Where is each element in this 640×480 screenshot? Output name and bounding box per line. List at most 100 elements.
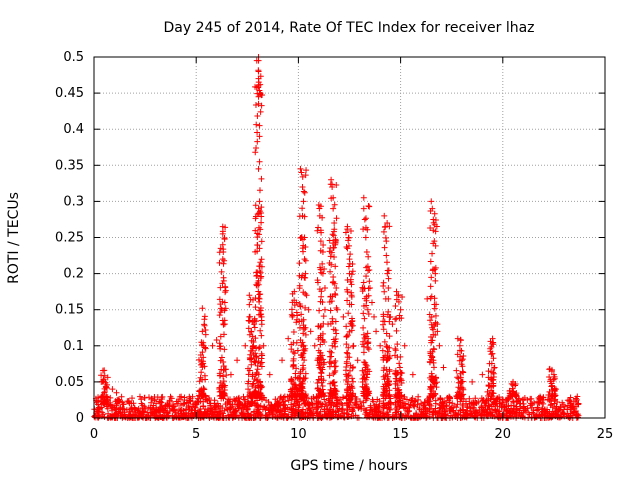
data-point xyxy=(222,401,229,408)
data-point xyxy=(317,354,324,361)
data-point xyxy=(332,343,339,350)
data-point xyxy=(145,404,152,411)
data-point xyxy=(385,275,392,282)
data-point xyxy=(353,401,360,408)
data-point xyxy=(112,411,119,418)
x-tick-label: 20 xyxy=(495,427,512,442)
data-point xyxy=(389,321,396,328)
data-point xyxy=(109,404,116,411)
data-point xyxy=(315,362,322,369)
data-point xyxy=(430,216,437,223)
data-point xyxy=(331,220,338,227)
data-point xyxy=(222,287,229,294)
data-point xyxy=(218,354,225,361)
data-point xyxy=(255,402,262,409)
data-point xyxy=(176,406,183,413)
data-point xyxy=(353,396,360,403)
data-point xyxy=(363,414,370,421)
data-point xyxy=(360,324,367,331)
data-point xyxy=(386,399,393,406)
y-tick-label: 0.15 xyxy=(55,303,84,318)
data-point xyxy=(397,375,404,382)
data-point xyxy=(534,398,541,405)
data-point xyxy=(254,211,261,218)
data-point xyxy=(252,101,259,108)
y-tick-label: 0.2 xyxy=(63,267,84,282)
data-point xyxy=(304,400,311,407)
data-point xyxy=(247,356,254,363)
data-point xyxy=(199,328,206,335)
data-point xyxy=(301,234,308,241)
data-point xyxy=(431,346,438,353)
data-point xyxy=(530,406,537,413)
data-point xyxy=(311,395,318,402)
data-point xyxy=(547,402,554,409)
data-point xyxy=(319,248,326,255)
data-point xyxy=(220,373,227,380)
data-point xyxy=(327,307,334,314)
data-point xyxy=(434,328,441,335)
data-point xyxy=(527,402,534,409)
data-point xyxy=(220,367,227,374)
data-point xyxy=(220,378,227,385)
data-point xyxy=(256,263,263,270)
data-point xyxy=(326,410,333,417)
data-point xyxy=(399,293,406,300)
data-point xyxy=(458,357,465,364)
data-point xyxy=(383,330,390,337)
data-point xyxy=(254,113,261,120)
data-point xyxy=(291,400,298,407)
data-point xyxy=(199,349,206,356)
data-point xyxy=(289,313,296,320)
data-point xyxy=(373,328,380,335)
data-point xyxy=(330,244,337,251)
data-point xyxy=(256,133,263,140)
data-point xyxy=(414,401,421,408)
data-point xyxy=(98,404,105,411)
data-point xyxy=(326,237,333,244)
data-point xyxy=(257,327,264,334)
data-point xyxy=(200,354,207,361)
data-point xyxy=(326,298,333,305)
y-axis-ticks: 0 0.05 0.1 0.15 0.2 0.25 0.3 0.35 0.4 0.45 0.5 xyxy=(55,50,605,426)
data-point xyxy=(471,401,478,408)
data-point xyxy=(326,348,333,355)
data-point xyxy=(395,292,402,299)
data-point xyxy=(256,187,263,194)
data-point xyxy=(350,404,357,411)
data-point xyxy=(534,404,541,411)
data-point xyxy=(207,405,214,412)
data-point xyxy=(246,313,253,320)
data-point xyxy=(317,227,324,234)
data-point xyxy=(479,371,486,378)
data-point xyxy=(319,299,326,306)
data-point xyxy=(256,295,263,302)
data-point xyxy=(392,302,399,309)
data-point xyxy=(297,303,304,310)
data-point xyxy=(168,395,175,402)
data-point xyxy=(344,381,351,388)
data-point xyxy=(459,363,466,370)
data-point xyxy=(261,404,268,411)
data-point xyxy=(102,379,109,386)
data-point xyxy=(429,205,436,212)
data-point xyxy=(384,379,391,386)
data-point xyxy=(253,145,260,152)
data-point xyxy=(256,87,263,94)
data-point xyxy=(236,398,243,405)
data-point xyxy=(282,410,289,417)
data-point xyxy=(454,351,461,358)
data-point xyxy=(315,376,322,383)
data-point xyxy=(299,245,306,252)
data-point xyxy=(382,388,389,395)
data-point xyxy=(520,396,527,403)
data-point xyxy=(333,181,340,188)
data-point xyxy=(213,337,220,344)
data-point xyxy=(369,396,376,403)
data-point xyxy=(328,176,335,183)
data-point xyxy=(216,312,223,319)
data-point xyxy=(509,408,516,415)
data-point xyxy=(217,357,224,364)
data-point xyxy=(291,350,298,357)
data-point xyxy=(252,304,259,311)
